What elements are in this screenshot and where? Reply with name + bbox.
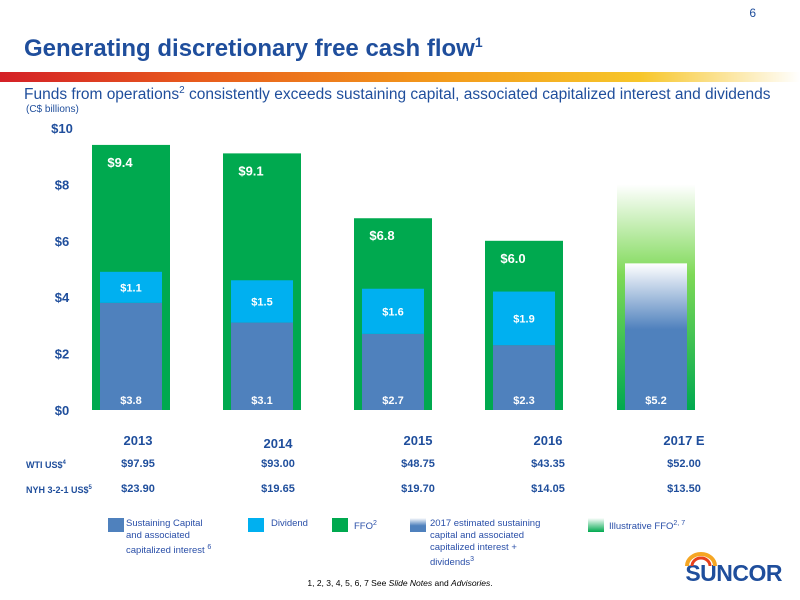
ffo-value-label: $9.1: [238, 163, 263, 178]
title-text: Generating discretionary free cash flow: [24, 35, 475, 62]
dividend-value-label: $1.9: [513, 313, 534, 325]
x-tick-label: 2013: [123, 433, 153, 448]
bar-dividend: [100, 271, 162, 303]
legend-sustaining-line3: capitalized interest 6: [126, 542, 211, 557]
dividend-value-label: $1.6: [382, 306, 403, 318]
legend-illustrative: Illustrative FFO2, 7: [609, 518, 685, 533]
row-label-text: WTI US$: [26, 460, 63, 470]
subtitle-part-b: consistently exceeds sustaining capital,…: [184, 86, 771, 104]
footnote-slide-notes[interactable]: Slide Notes: [388, 578, 433, 588]
legend-sustaining: Sustaining Capital and associated capita…: [126, 518, 211, 557]
suncor-logo: SUNCOR: [685, 552, 782, 587]
ffo-value-label: $6.0: [500, 251, 525, 266]
page-title: Generating discretionary free cash flow1: [24, 34, 483, 63]
subtitle-part-a: Funds from operations: [24, 86, 180, 104]
sun-arc-icon: [685, 552, 718, 566]
row-value: $97.95: [121, 458, 155, 470]
row-value: $48.75: [401, 458, 435, 470]
footnote-part-c: and: [432, 578, 452, 588]
x-tick-label: 2016: [533, 433, 563, 448]
legend-ffo-swatch: [332, 518, 348, 532]
x-tick-label: 2017 E: [663, 433, 705, 448]
legend-estimated-line1: 2017 estimated sustaining: [430, 518, 541, 529]
sustaining-value-label: $2.7: [382, 395, 403, 407]
legend-estimated: 2017 estimated sustaining capital and as…: [430, 518, 540, 569]
y-tick-label: $0: [55, 403, 69, 418]
units-label: (C$ billions): [26, 104, 79, 115]
sustaining-value-label: $3.1: [251, 395, 272, 407]
bar-dividend: [362, 288, 424, 334]
legend-ffo-text: FFO: [354, 521, 373, 533]
legend-sustaining-swatch: [108, 518, 124, 532]
legend-estimated-line3: capitalized interest +: [430, 542, 517, 553]
legend-dividend: Dividend: [271, 518, 308, 529]
row-value: $14.05: [531, 483, 565, 495]
legend-sustaining-line1: Sustaining Capital: [126, 518, 203, 529]
bar-dividend: [231, 280, 293, 323]
row-value: $93.00: [261, 458, 295, 470]
footnote: 1, 2, 3, 4, 5, 6, 7 See Slide Notes and …: [0, 578, 800, 588]
legend-estimated-line2: capital and associated: [430, 530, 525, 541]
legend-estimated-line4-text: dividends: [430, 557, 471, 569]
ffo-value-label: $9.4: [107, 155, 133, 170]
bar-sustaining: [362, 333, 424, 410]
sustaining-value-label: $5.2: [645, 395, 666, 407]
bar-estimated-sustaining: [625, 263, 687, 410]
row-label-text: NYH 3-2-1 US$: [26, 485, 89, 495]
legend-estimated-sup: 3: [470, 556, 475, 563]
title-footnote: 1: [474, 34, 483, 50]
legend-illustrative-swatch: [588, 518, 604, 532]
footnote-advisories[interactable]: Advisories: [451, 578, 491, 588]
legend-ffo-sup: 2: [373, 520, 377, 527]
logo-text: SUNCOR: [685, 560, 782, 586]
legend-illustrative-text: Illustrative FFO: [609, 521, 674, 533]
bar-chart: $0$2$4$6$8$10 $1.1$9.4$3.8$1.5$9.1$3.1$1…: [51, 121, 695, 418]
legend-sustaining-line3-text: capitalized interest: [126, 545, 205, 557]
row-value: $23.90: [121, 483, 155, 495]
row-label-sup: 4: [62, 460, 66, 466]
y-tick-label: $8: [55, 177, 69, 192]
ffo-value-label: $6.8: [369, 228, 394, 243]
bar-dividend: [493, 291, 555, 346]
x-tick-label: 2014: [263, 436, 293, 451]
sustaining-value-label: $2.3: [513, 395, 534, 407]
y-tick-label: $6: [55, 234, 69, 249]
bar-sustaining: [231, 322, 293, 410]
footnote-part-e: .: [490, 578, 493, 588]
bar-sustaining: [100, 302, 162, 410]
row-label: NYH 3-2-1 US$5: [26, 485, 92, 495]
footnote-part-a: 1, 2, 3, 4, 5, 6, 7 See: [307, 578, 389, 588]
bars-group: $1.1 $9.4 $3.8 $1.5 $9.1 $3.1 $1.6 $6.8 $2.7 $1.9…: [92, 144, 695, 411]
legend-ffo: FFO2: [354, 518, 377, 533]
dividend-value-label: $1.5: [251, 296, 272, 308]
bar-sustaining: [493, 345, 555, 410]
row-label-sup: 5: [88, 485, 92, 491]
dividend-value-label: $1.1: [120, 282, 141, 294]
subtitle: Funds from operations2 consistently exce…: [24, 85, 771, 104]
row-value: $19.65: [261, 483, 295, 495]
legend-estimated-swatch: [410, 518, 426, 532]
row-value: $52.00: [667, 458, 701, 470]
legend-illustrative-sup: 2, 7: [673, 520, 686, 527]
y-tick-label: $4: [55, 290, 70, 305]
y-axis: $0 $2 $4 $6 $8 $10: [51, 121, 73, 418]
row-value: $43.35: [531, 458, 565, 470]
legend-dividend-swatch: [248, 518, 264, 532]
y-tick-label: $2: [55, 347, 69, 362]
gradient-divider: [0, 72, 800, 82]
legend-sustaining-line2: and associated: [126, 530, 190, 541]
x-tick-label: 2015: [403, 433, 433, 448]
row-label: WTI US$4: [26, 460, 66, 470]
sustaining-value-label: $3.8: [120, 395, 141, 407]
row-value: $19.70: [401, 483, 435, 495]
y-tick-label: $10: [51, 121, 73, 136]
page-number: 6: [749, 6, 756, 20]
subtitle-footnote: 2: [179, 85, 185, 96]
legend-estimated-line4: dividends3: [430, 554, 540, 569]
legend-sustaining-sup: 6: [207, 544, 212, 551]
row-value: $13.50: [667, 483, 701, 495]
